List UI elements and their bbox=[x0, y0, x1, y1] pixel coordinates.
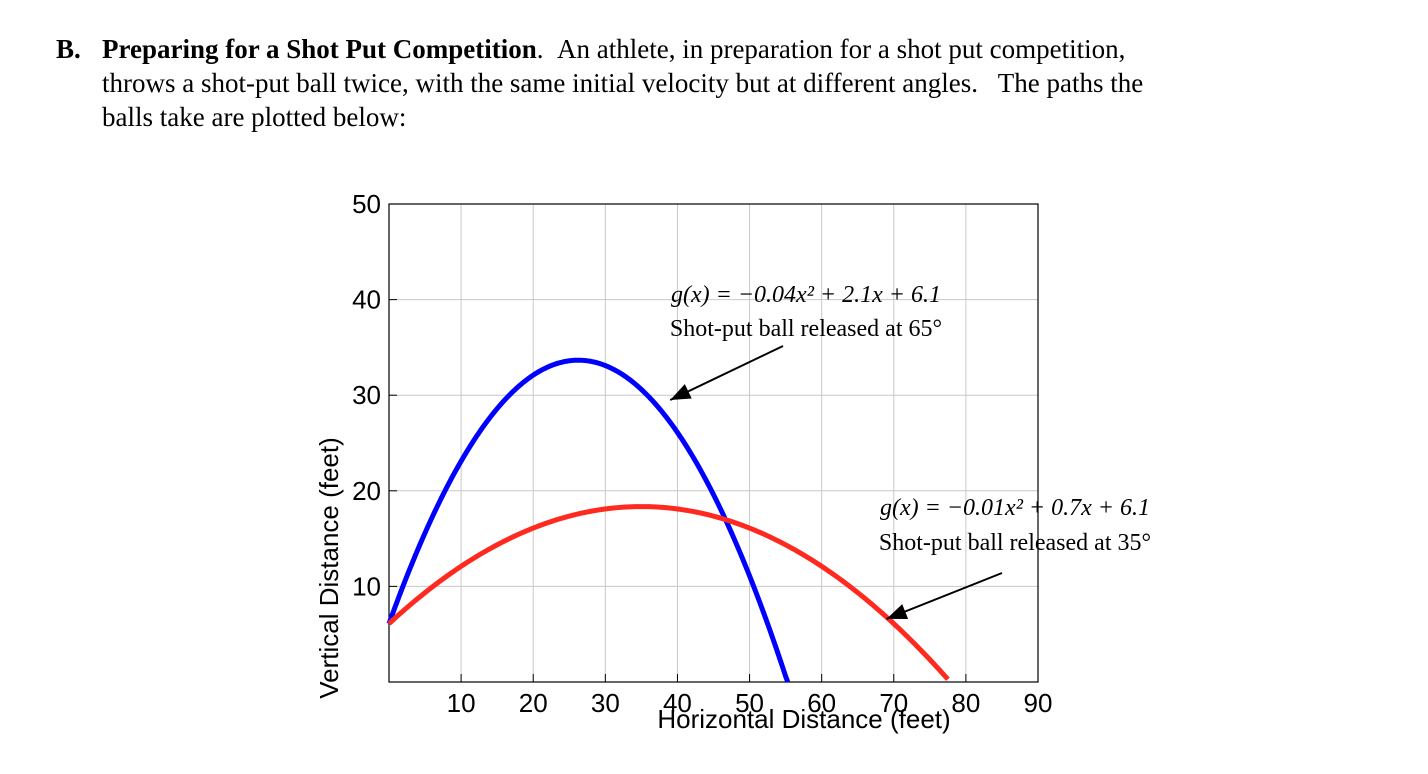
axis-ticks: 10 20 30 40 50 60 70 80 90 10 20 30 40 50 bbox=[352, 189, 1052, 718]
y-tick-label-10: 10 bbox=[352, 571, 381, 601]
problem-line-2: throws a shot-put ball twice, with the s… bbox=[102, 68, 1144, 98]
series-group bbox=[386, 357, 950, 683]
annotation-arrows bbox=[669, 345, 1003, 620]
x-tick-label-10: 10 bbox=[447, 688, 476, 718]
plot-frame bbox=[388, 203, 1039, 683]
annotation-label-35: Shot-put ball released at 35° bbox=[879, 530, 1151, 556]
y-tick-label-30: 30 bbox=[352, 380, 381, 410]
annotation-arrowhead-1 bbox=[886, 604, 909, 619]
x-axis-label: Horizontal Distance (feet) bbox=[657, 704, 950, 734]
x-tick-label-20: 20 bbox=[519, 688, 548, 718]
annotation-label-65: Shot-put ball released at 65° bbox=[670, 316, 942, 342]
problem-title: Preparing for a Shot Put Competition bbox=[102, 34, 537, 64]
annotation-arrow-line-0 bbox=[669, 345, 784, 401]
problem-line-1-text: An athlete, in preparation for a shot pu… bbox=[557, 34, 1126, 64]
y-tick-label-50: 50 bbox=[352, 189, 381, 219]
annotation-arrowhead-0 bbox=[670, 384, 692, 400]
series-line-1 bbox=[387, 504, 950, 681]
annotation-equation-65: g(x) = −0.04x² + 2.1x + 6.1 bbox=[671, 282, 941, 308]
x-tick-label-40: 40 bbox=[663, 688, 692, 718]
x-tick-label-70: 70 bbox=[879, 688, 908, 718]
problem-line-1: B. Preparing for a Shot Put Competition. … bbox=[56, 32, 1356, 66]
annotation-arrow-line-1 bbox=[886, 572, 1003, 620]
problem-letter: B. bbox=[56, 34, 81, 64]
series-line-0 bbox=[386, 357, 791, 683]
x-tick-label-50: 50 bbox=[735, 688, 764, 718]
y-axis-label: Vertical Distance (feet) bbox=[314, 437, 344, 699]
x-tick-label-30: 30 bbox=[591, 688, 620, 718]
y-tick-label-40: 40 bbox=[352, 285, 381, 315]
x-tick-label-80: 80 bbox=[951, 688, 980, 718]
title-punct: . bbox=[536, 34, 544, 64]
x-tick-label-60: 60 bbox=[807, 688, 836, 718]
annotation-equation-35: g(x) = −0.01x² + 0.7x + 6.1 bbox=[880, 495, 1150, 521]
problem-line-3: balls take are plotted below: bbox=[102, 102, 407, 132]
x-tick-label-90: 90 bbox=[1024, 688, 1053, 718]
problem-statement: B. Preparing for a Shot Put Competition. … bbox=[56, 32, 1356, 134]
y-tick-label-20: 20 bbox=[352, 476, 381, 506]
chart-grid bbox=[389, 203, 1039, 682]
